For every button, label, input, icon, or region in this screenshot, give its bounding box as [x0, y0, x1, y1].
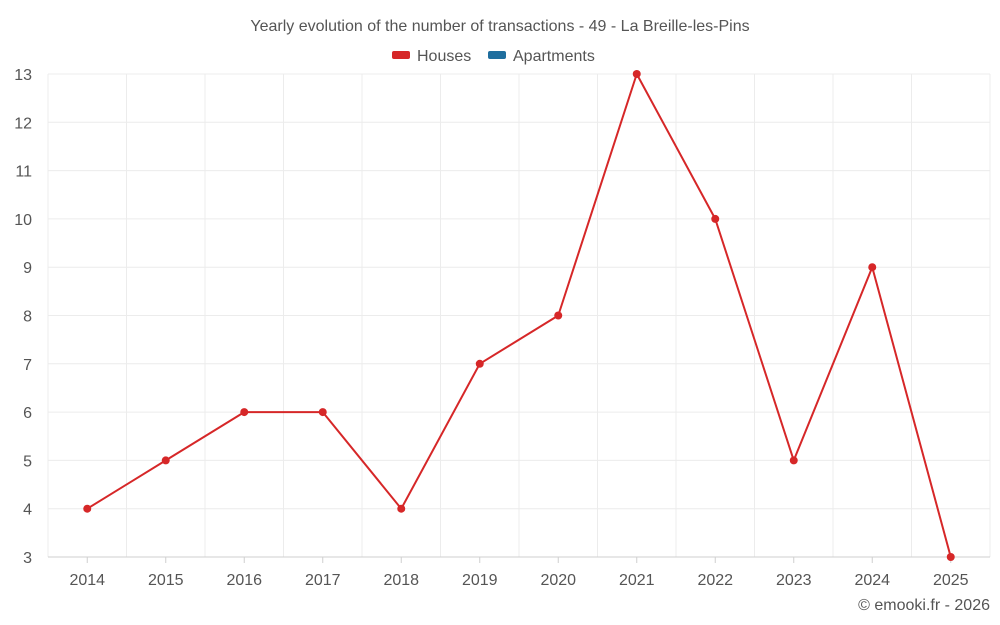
data-point-houses-2014[interactable]: [83, 504, 92, 513]
y-tick-label-5: 5: [23, 453, 32, 470]
x-tick-label-2023: 2023: [776, 572, 812, 589]
axes: 3 4 5 6 7 8 9 10 11 12 13 2014 2015 2016 2017 2018 2019 2…: [14, 67, 990, 589]
legend-item-apartments[interactable]: Apartments: [488, 48, 595, 65]
data-point-houses-2018[interactable]: [397, 504, 406, 513]
x-tick-label-2019: 2019: [462, 572, 498, 589]
data-point-houses-2024[interactable]: [868, 263, 877, 272]
x-tick-label-2024: 2024: [854, 572, 890, 589]
x-tick-label-2014: 2014: [69, 572, 105, 589]
legend-swatch-houses: [392, 51, 410, 59]
y-tick-label-11: 11: [15, 164, 32, 181]
y-tick-label-3: 3: [23, 550, 32, 567]
data-point-houses-2025[interactable]: [946, 553, 955, 561]
legend-item-houses[interactable]: Houses: [392, 48, 471, 65]
data-point-houses-2019[interactable]: [475, 359, 484, 368]
y-tick-label-13: 13: [14, 67, 32, 84]
chart-title: Yearly evolution of the number of transa…: [250, 18, 749, 35]
x-tick-label-2025: 2025: [933, 572, 969, 589]
y-tick-label-8: 8: [23, 309, 32, 326]
y-tick-label-12: 12: [14, 115, 32, 132]
x-tick-label-2018: 2018: [383, 572, 419, 589]
grid: [47, 73, 991, 557]
legend-label-houses: Houses: [417, 48, 471, 65]
legend: Houses Apartments: [392, 48, 595, 65]
x-tick-label-2015: 2015: [148, 572, 184, 589]
data-point-houses-2023[interactable]: [789, 456, 798, 465]
x-tick-label-2022: 2022: [697, 572, 733, 589]
y-tick-label-9: 9: [23, 260, 32, 277]
data-point-houses-2022[interactable]: [711, 214, 720, 223]
legend-label-apartments: Apartments: [513, 48, 595, 65]
x-tick-label-2021: 2021: [619, 572, 655, 589]
y-tick-label-4: 4: [23, 502, 32, 519]
series-houses: [83, 70, 955, 561]
data-point-houses-2017[interactable]: [318, 408, 327, 417]
x-tick-label-2017: 2017: [305, 572, 341, 589]
data-point-houses-2021[interactable]: [632, 70, 641, 78]
x-tick-label-2020: 2020: [540, 572, 576, 589]
y-tick-label-10: 10: [14, 212, 32, 229]
credit-text: © emooki.fr - 2026: [858, 597, 990, 614]
data-point-houses-2015[interactable]: [161, 456, 170, 465]
x-tick-label-2016: 2016: [226, 572, 262, 589]
y-tick-label-7: 7: [23, 357, 32, 374]
data-point-houses-2020[interactable]: [554, 311, 563, 320]
y-tick-label-6: 6: [23, 405, 32, 422]
data-point-houses-2016[interactable]: [240, 408, 249, 417]
series-line-houses: [86, 73, 952, 558]
legend-swatch-apartments: [488, 51, 506, 59]
